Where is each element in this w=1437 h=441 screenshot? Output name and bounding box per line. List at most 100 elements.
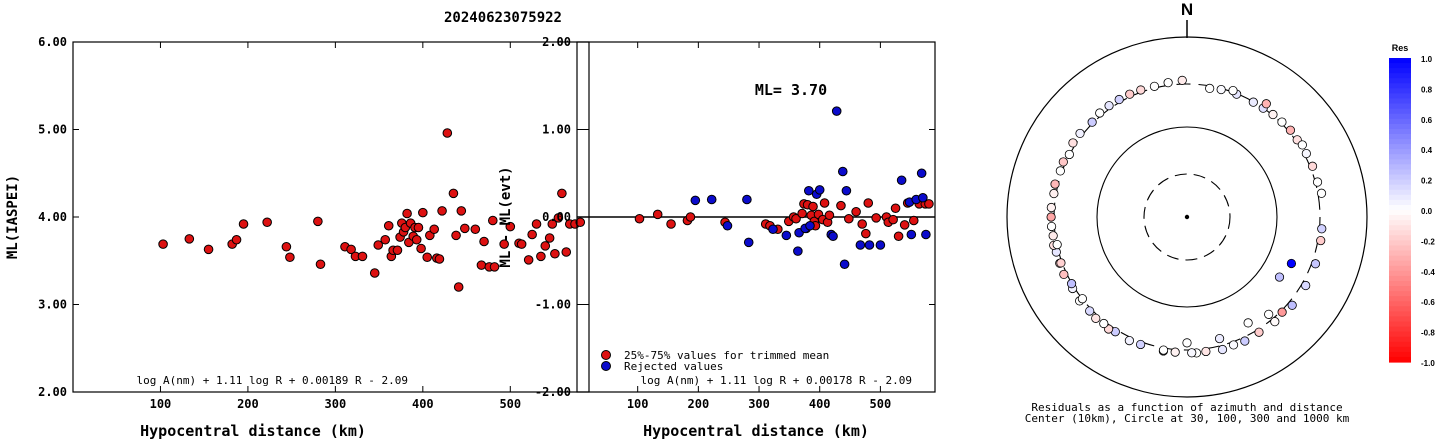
station-point xyxy=(1068,138,1078,148)
station-point xyxy=(1316,188,1327,198)
station-point xyxy=(1170,347,1180,357)
data-point xyxy=(861,228,871,239)
data-point xyxy=(768,224,778,235)
station-point xyxy=(1297,140,1307,150)
y-tick-label: 3.00 xyxy=(38,298,67,312)
station-point xyxy=(1286,258,1297,269)
station-point xyxy=(1285,125,1296,135)
x-tick-label: 100 xyxy=(627,397,649,411)
data-point xyxy=(890,203,901,214)
station-point xyxy=(1310,259,1321,269)
colorbar-tick-label: 0.4 xyxy=(1421,146,1433,155)
station-point xyxy=(1316,235,1326,246)
station-point xyxy=(1228,340,1239,350)
data-point xyxy=(499,239,509,249)
legend-label-trimmed: 25%-75% values for trimmed mean xyxy=(624,349,829,362)
y-tick-label: 2.00 xyxy=(38,385,67,399)
ring-30km xyxy=(1143,173,1231,261)
colorbar-tick-label: -0.2 xyxy=(1421,237,1435,246)
station-point xyxy=(1182,338,1192,348)
legend-marker-rejected xyxy=(601,361,611,371)
station-point xyxy=(1243,318,1253,328)
station-point xyxy=(1163,78,1173,88)
data-point xyxy=(908,215,919,226)
x-tick-label: 500 xyxy=(499,397,521,411)
colorbar-swatch xyxy=(1389,103,1411,110)
colorbar-swatch xyxy=(1389,260,1411,267)
station-point xyxy=(1270,317,1280,327)
data-point xyxy=(793,246,803,256)
legend-label-rejected: Rejected values xyxy=(624,360,723,373)
colorbar-swatch xyxy=(1389,235,1411,241)
data-point xyxy=(203,244,214,255)
station-point xyxy=(1205,83,1215,94)
colorbar-tick-label: 0.6 xyxy=(1421,116,1433,125)
station-point xyxy=(1095,108,1105,118)
colorbar-swatch xyxy=(1389,199,1411,206)
data-point xyxy=(451,230,461,241)
data-point xyxy=(437,206,447,216)
station-point xyxy=(1114,94,1124,105)
data-point xyxy=(855,240,866,250)
y-tick-label: 4.00 xyxy=(38,210,67,224)
station-point xyxy=(1075,128,1085,139)
data-point xyxy=(824,210,835,221)
data-point xyxy=(837,166,848,177)
data-point xyxy=(418,207,428,218)
data-point xyxy=(369,268,380,278)
colorbar-swatch xyxy=(1389,321,1411,328)
station-point xyxy=(1301,280,1311,291)
plot2-formula: log A(nm) + 1.11 log R + 0.00178 R - 2.0… xyxy=(640,374,912,387)
x-tick-label: 400 xyxy=(412,397,434,411)
data-point xyxy=(550,248,560,259)
x-tick-label: 100 xyxy=(150,397,172,411)
plot2-ml-annotation: ML= 3.70 xyxy=(755,81,827,99)
colorbar-swatch xyxy=(1389,356,1411,363)
colorbar-tick-label: 0.0 xyxy=(1421,207,1433,216)
data-point xyxy=(402,208,412,219)
ring-1000km xyxy=(1006,36,1368,398)
plot1-xlabel: Hypocentral distance (km) xyxy=(140,422,366,440)
colorbar-swatch xyxy=(1389,194,1411,201)
data-point xyxy=(516,239,527,249)
station-point xyxy=(1317,224,1327,234)
colorbar-swatch xyxy=(1389,270,1411,277)
data-point xyxy=(416,243,426,254)
plot1-ylabel: ML(IASPEI) xyxy=(5,175,21,259)
data-point xyxy=(489,262,500,272)
data-point xyxy=(476,260,487,270)
station-point xyxy=(1149,81,1160,91)
colorbar-swatch xyxy=(1389,98,1411,105)
station-point xyxy=(1187,348,1197,358)
plot2-points xyxy=(634,106,934,270)
colorbar-swatch xyxy=(1389,179,1411,186)
data-point xyxy=(864,240,875,250)
data-point xyxy=(411,234,422,245)
colorbar-swatch xyxy=(1389,296,1411,302)
station-point xyxy=(1261,99,1271,109)
station-point xyxy=(1264,309,1274,319)
data-point xyxy=(875,240,886,250)
data-point xyxy=(851,206,861,217)
colorbar-swatch xyxy=(1389,230,1411,236)
data-point xyxy=(373,240,384,250)
station-point xyxy=(1177,75,1187,85)
data-point xyxy=(791,213,801,224)
station-point xyxy=(1248,97,1258,107)
station-point xyxy=(1085,306,1095,316)
station-point xyxy=(1058,157,1068,167)
data-point xyxy=(357,251,368,262)
data-point xyxy=(803,185,814,196)
data-point xyxy=(527,229,537,240)
station-point xyxy=(1268,109,1278,120)
colorbar-swatch xyxy=(1389,265,1411,272)
data-point xyxy=(685,212,696,222)
data-point xyxy=(456,206,467,216)
colorbar-swatches xyxy=(1389,58,1411,363)
station-point xyxy=(1277,307,1287,317)
station-point xyxy=(1301,148,1311,159)
colorbar-swatch xyxy=(1389,169,1411,176)
data-point xyxy=(575,217,586,228)
colorbar-swatch xyxy=(1389,118,1411,125)
data-point xyxy=(805,220,815,231)
